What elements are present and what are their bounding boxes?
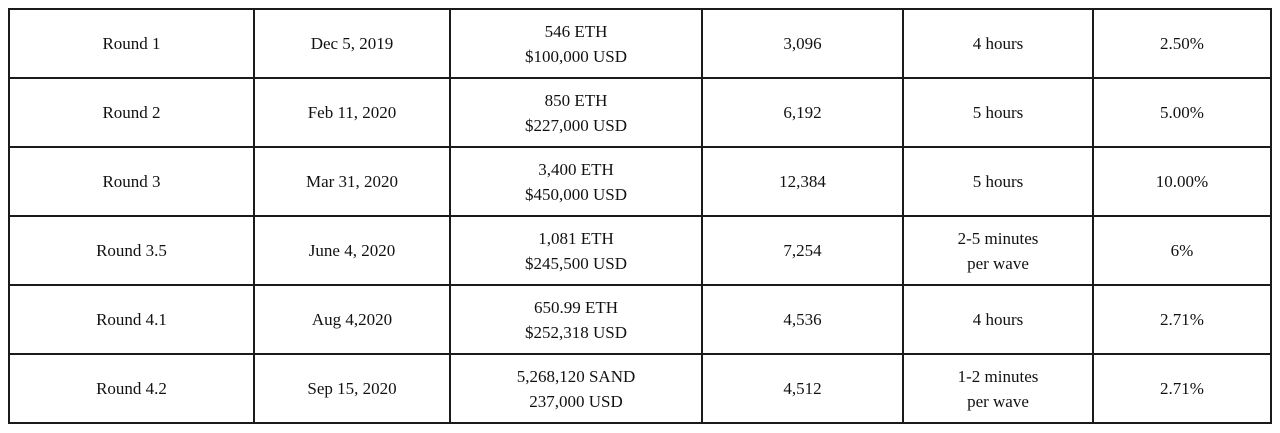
table-row: Round 1 Dec 5, 2019 546 ETH $100,000 USD… <box>8 8 1272 79</box>
raised-crypto: 650.99 ETH <box>533 297 619 317</box>
round-cell: Round 4.1 <box>8 284 255 355</box>
raised-crypto: 1,081 ETH <box>538 228 614 248</box>
lands-cell: 3,096 <box>701 8 904 79</box>
date-cell: Mar 31, 2020 <box>253 146 451 217</box>
duration-text: 5 hours <box>972 103 1024 122</box>
raised-cell: 650.99 ETH $252,318 USD <box>449 284 703 355</box>
raised-usd: $245,500 USD <box>524 253 627 273</box>
raised-cell: 5,268,120 SAND 237,000 USD <box>449 353 703 424</box>
duration-cell: 5 hours <box>902 77 1094 148</box>
date-cell: Sep 15, 2020 <box>253 353 451 424</box>
raised-cell: 1,081 ETH $245,500 USD <box>449 215 703 286</box>
raised-cell: 850 ETH $227,000 USD <box>449 77 703 148</box>
share-cell: 2.50% <box>1092 8 1272 79</box>
duration-detail: per wave <box>967 253 1029 273</box>
round-cell: Round 3.5 <box>8 215 255 286</box>
date-cell: June 4, 2020 <box>253 215 451 286</box>
round-cell: Round 1 <box>8 8 255 79</box>
date-cell: Dec 5, 2019 <box>253 8 451 79</box>
duration-cell: 1-2 minutes per wave <box>902 353 1094 424</box>
lands-cell: 4,536 <box>701 284 904 355</box>
raised-usd: $227,000 USD <box>524 115 627 135</box>
date-cell: Feb 11, 2020 <box>253 77 451 148</box>
duration-text: 1-2 minutes <box>957 366 1039 386</box>
duration-text: 4 hours <box>972 34 1024 53</box>
date-cell: Aug 4,2020 <box>253 284 451 355</box>
raised-cell: 546 ETH $100,000 USD <box>449 8 703 79</box>
lands-cell: 7,254 <box>701 215 904 286</box>
raised-usd: $450,000 USD <box>524 184 627 204</box>
table-row: Round 2 Feb 11, 2020 850 ETH $227,000 US… <box>8 77 1272 148</box>
table-row: Round 4.1 Aug 4,2020 650.99 ETH $252,318… <box>8 284 1272 355</box>
table-row: Round 3 Mar 31, 2020 3,400 ETH $450,000 … <box>8 146 1272 217</box>
share-cell: 2.71% <box>1092 353 1272 424</box>
table-row: Round 3.5 June 4, 2020 1,081 ETH $245,50… <box>8 215 1272 286</box>
raised-usd: $100,000 USD <box>524 46 627 66</box>
share-cell: 6% <box>1092 215 1272 286</box>
table-row: Round 4.2 Sep 15, 2020 5,268,120 SAND 23… <box>8 353 1272 424</box>
round-cell: Round 4.2 <box>8 353 255 424</box>
duration-cell: 4 hours <box>902 8 1094 79</box>
raised-crypto: 3,400 ETH <box>538 159 614 179</box>
raised-cell: 3,400 ETH $450,000 USD <box>449 146 703 217</box>
duration-cell: 4 hours <box>902 284 1094 355</box>
share-cell: 10.00% <box>1092 146 1272 217</box>
duration-cell: 2-5 minutes per wave <box>902 215 1094 286</box>
raised-crypto: 850 ETH <box>544 90 608 110</box>
round-cell: Round 2 <box>8 77 255 148</box>
duration-detail: per wave <box>967 391 1029 411</box>
duration-text: 2-5 minutes <box>957 228 1039 248</box>
raised-crypto: 546 ETH <box>544 21 608 41</box>
raised-usd: $252,318 USD <box>524 322 627 342</box>
lands-cell: 6,192 <box>701 77 904 148</box>
raised-usd: 237,000 USD <box>529 391 623 411</box>
lands-cell: 4,512 <box>701 353 904 424</box>
share-cell: 2.71% <box>1092 284 1272 355</box>
duration-text: 4 hours <box>972 310 1024 329</box>
land-sale-rounds-table: Round 1 Dec 5, 2019 546 ETH $100,000 USD… <box>8 8 1272 424</box>
raised-crypto: 5,268,120 SAND <box>516 366 636 386</box>
round-cell: Round 3 <box>8 146 255 217</box>
duration-cell: 5 hours <box>902 146 1094 217</box>
lands-cell: 12,384 <box>701 146 904 217</box>
duration-text: 5 hours <box>972 172 1024 191</box>
share-cell: 5.00% <box>1092 77 1272 148</box>
